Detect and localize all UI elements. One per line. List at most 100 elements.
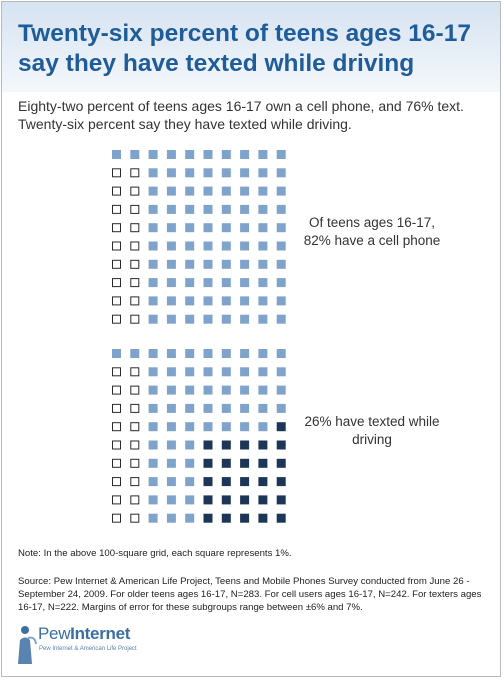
waffle-square-cell-phone — [185, 314, 195, 324]
waffle-square-cell-phone — [166, 314, 176, 324]
waffle-square-cell-phone — [258, 186, 268, 196]
waffle-square-texted — [221, 495, 231, 505]
waffle-square-empty — [112, 367, 121, 377]
waffle-square-cell-phone — [185, 513, 195, 523]
waffle-square-cell-phone — [276, 296, 286, 306]
waffle-square-empty — [130, 367, 140, 377]
waffle-square-cell-phone — [185, 186, 195, 196]
waffle-square-cell-phone — [166, 513, 176, 523]
waffle-square-cell-phone — [166, 403, 176, 413]
waffle-square-cell-phone — [221, 422, 231, 432]
waffle-square-cell-phone — [221, 204, 231, 214]
waffle-square-empty — [112, 458, 121, 468]
waffle-square-cell-phone — [240, 168, 250, 178]
waffle-square-cell-phone — [276, 314, 286, 324]
waffle-square-texted — [258, 495, 268, 505]
waffle-square-cell-phone — [276, 259, 286, 269]
waffle-square-cell-phone — [276, 150, 286, 159]
waffle-square-cell-phone — [148, 385, 158, 395]
waffle-square-cell-phone — [240, 259, 250, 269]
waffle-square-texted — [203, 513, 213, 523]
waffle-square-cell-phone — [166, 477, 176, 487]
waffle-square-cell-phone — [148, 349, 158, 358]
waffle-square-cell-phone — [185, 296, 195, 306]
waffle-square-empty — [112, 495, 121, 505]
waffle-square-cell-phone — [258, 204, 268, 214]
waffle-square-empty — [130, 186, 140, 196]
waffle-square-cell-phone — [185, 477, 195, 487]
waffle-square-cell-phone — [203, 422, 213, 432]
waffle-square-cell-phone — [166, 495, 176, 505]
waffle-square-cell-phone — [166, 204, 176, 214]
logo-wordmark: PewInternet — [38, 624, 130, 644]
waffle-square-cell-phone — [240, 314, 250, 324]
waffle-square-empty — [112, 477, 121, 487]
waffle-square-cell-phone — [166, 223, 176, 233]
waffle-square-empty — [130, 495, 140, 505]
waffle-square-cell-phone — [203, 223, 213, 233]
chart-title: Twenty-six percent of teens ages 16-17 s… — [18, 20, 471, 77]
waffle-square-empty — [130, 259, 140, 269]
waffle-charts — [112, 150, 286, 523]
waffle-square-cell-phone — [240, 223, 250, 233]
waffle-square-cell-phone — [203, 314, 213, 324]
waffle-square-texted — [276, 495, 286, 505]
waffle-square-cell-phone — [240, 403, 250, 413]
waffle-square-cell-phone — [148, 150, 158, 159]
waffle-square-cell-phone — [221, 367, 231, 377]
chart-subtitle: Eighty-two percent of teens ages 16-17 o… — [18, 98, 464, 132]
waffle-square-cell-phone — [221, 403, 231, 413]
waffle-square-cell-phone — [276, 241, 286, 251]
waffle-square-texted — [240, 458, 250, 468]
waffle-square-empty — [112, 186, 121, 196]
pew-internet-logo: PewInternet Pew Internet & American Life… — [16, 624, 196, 666]
waffle-square-cell-phone — [185, 278, 195, 288]
header-band: Twenty-six percent of teens ages 16-17 s… — [2, 2, 500, 92]
waffle-square-texted — [221, 513, 231, 523]
waffle-square-cell-phone — [185, 259, 195, 269]
waffle-square-empty — [130, 513, 140, 523]
waffle-square-empty — [130, 477, 140, 487]
waffle-square-cell-phone — [148, 296, 158, 306]
waffle-square-cell-phone — [221, 314, 231, 324]
waffle-square-empty — [112, 422, 121, 432]
chart-source: Source: Pew Internet & American Life Pro… — [18, 576, 482, 613]
waffle-square-empty — [130, 458, 140, 468]
logo-tagline: Pew Internet & American Life Project — [39, 646, 137, 652]
waffle-square-cell-phone — [240, 422, 250, 432]
waffle-square-cell-phone — [221, 150, 231, 159]
waffle-square-cell-phone — [148, 403, 158, 413]
waffle-square-cell-phone — [276, 403, 286, 413]
waffle-square-cell-phone — [166, 349, 176, 358]
waffle-square-cell-phone — [258, 259, 268, 269]
waffle-square-cell-phone — [221, 349, 231, 358]
waffle-square-cell-phone — [258, 278, 268, 288]
waffle-square-cell-phone — [148, 223, 158, 233]
waffle-square-empty — [112, 513, 121, 523]
waffle-square-cell-phone — [148, 440, 158, 450]
waffle-square-texted — [276, 440, 286, 450]
waffle-square-empty — [130, 241, 140, 251]
waffle-square-cell-phone — [185, 204, 195, 214]
waffle-square-cell-phone — [166, 150, 176, 159]
waffle-chart-cell-phone — [112, 150, 286, 324]
waffle-square-cell-phone — [221, 385, 231, 395]
waffle-square-cell-phone — [166, 186, 176, 196]
waffle-square-cell-phone — [203, 168, 213, 178]
waffle-square-cell-phone — [148, 259, 158, 269]
waffle-square-cell-phone — [185, 349, 195, 358]
waffle-square-texted — [221, 440, 231, 450]
waffle-square-empty — [112, 385, 121, 395]
waffle-square-cell-phone — [112, 349, 121, 358]
waffle-square-cell-phone — [240, 296, 250, 306]
waffle-square-cell-phone — [221, 241, 231, 251]
waffle-square-empty — [130, 204, 140, 214]
waffle-square-texted — [240, 513, 250, 523]
waffle-square-cell-phone — [203, 150, 213, 159]
waffle-square-cell-phone — [148, 278, 158, 288]
waffle-square-cell-phone — [166, 278, 176, 288]
waffle-square-cell-phone — [276, 168, 286, 178]
waffle-square-texted — [203, 477, 213, 487]
waffle-square-cell-phone — [221, 296, 231, 306]
waffle-square-empty — [112, 440, 121, 450]
